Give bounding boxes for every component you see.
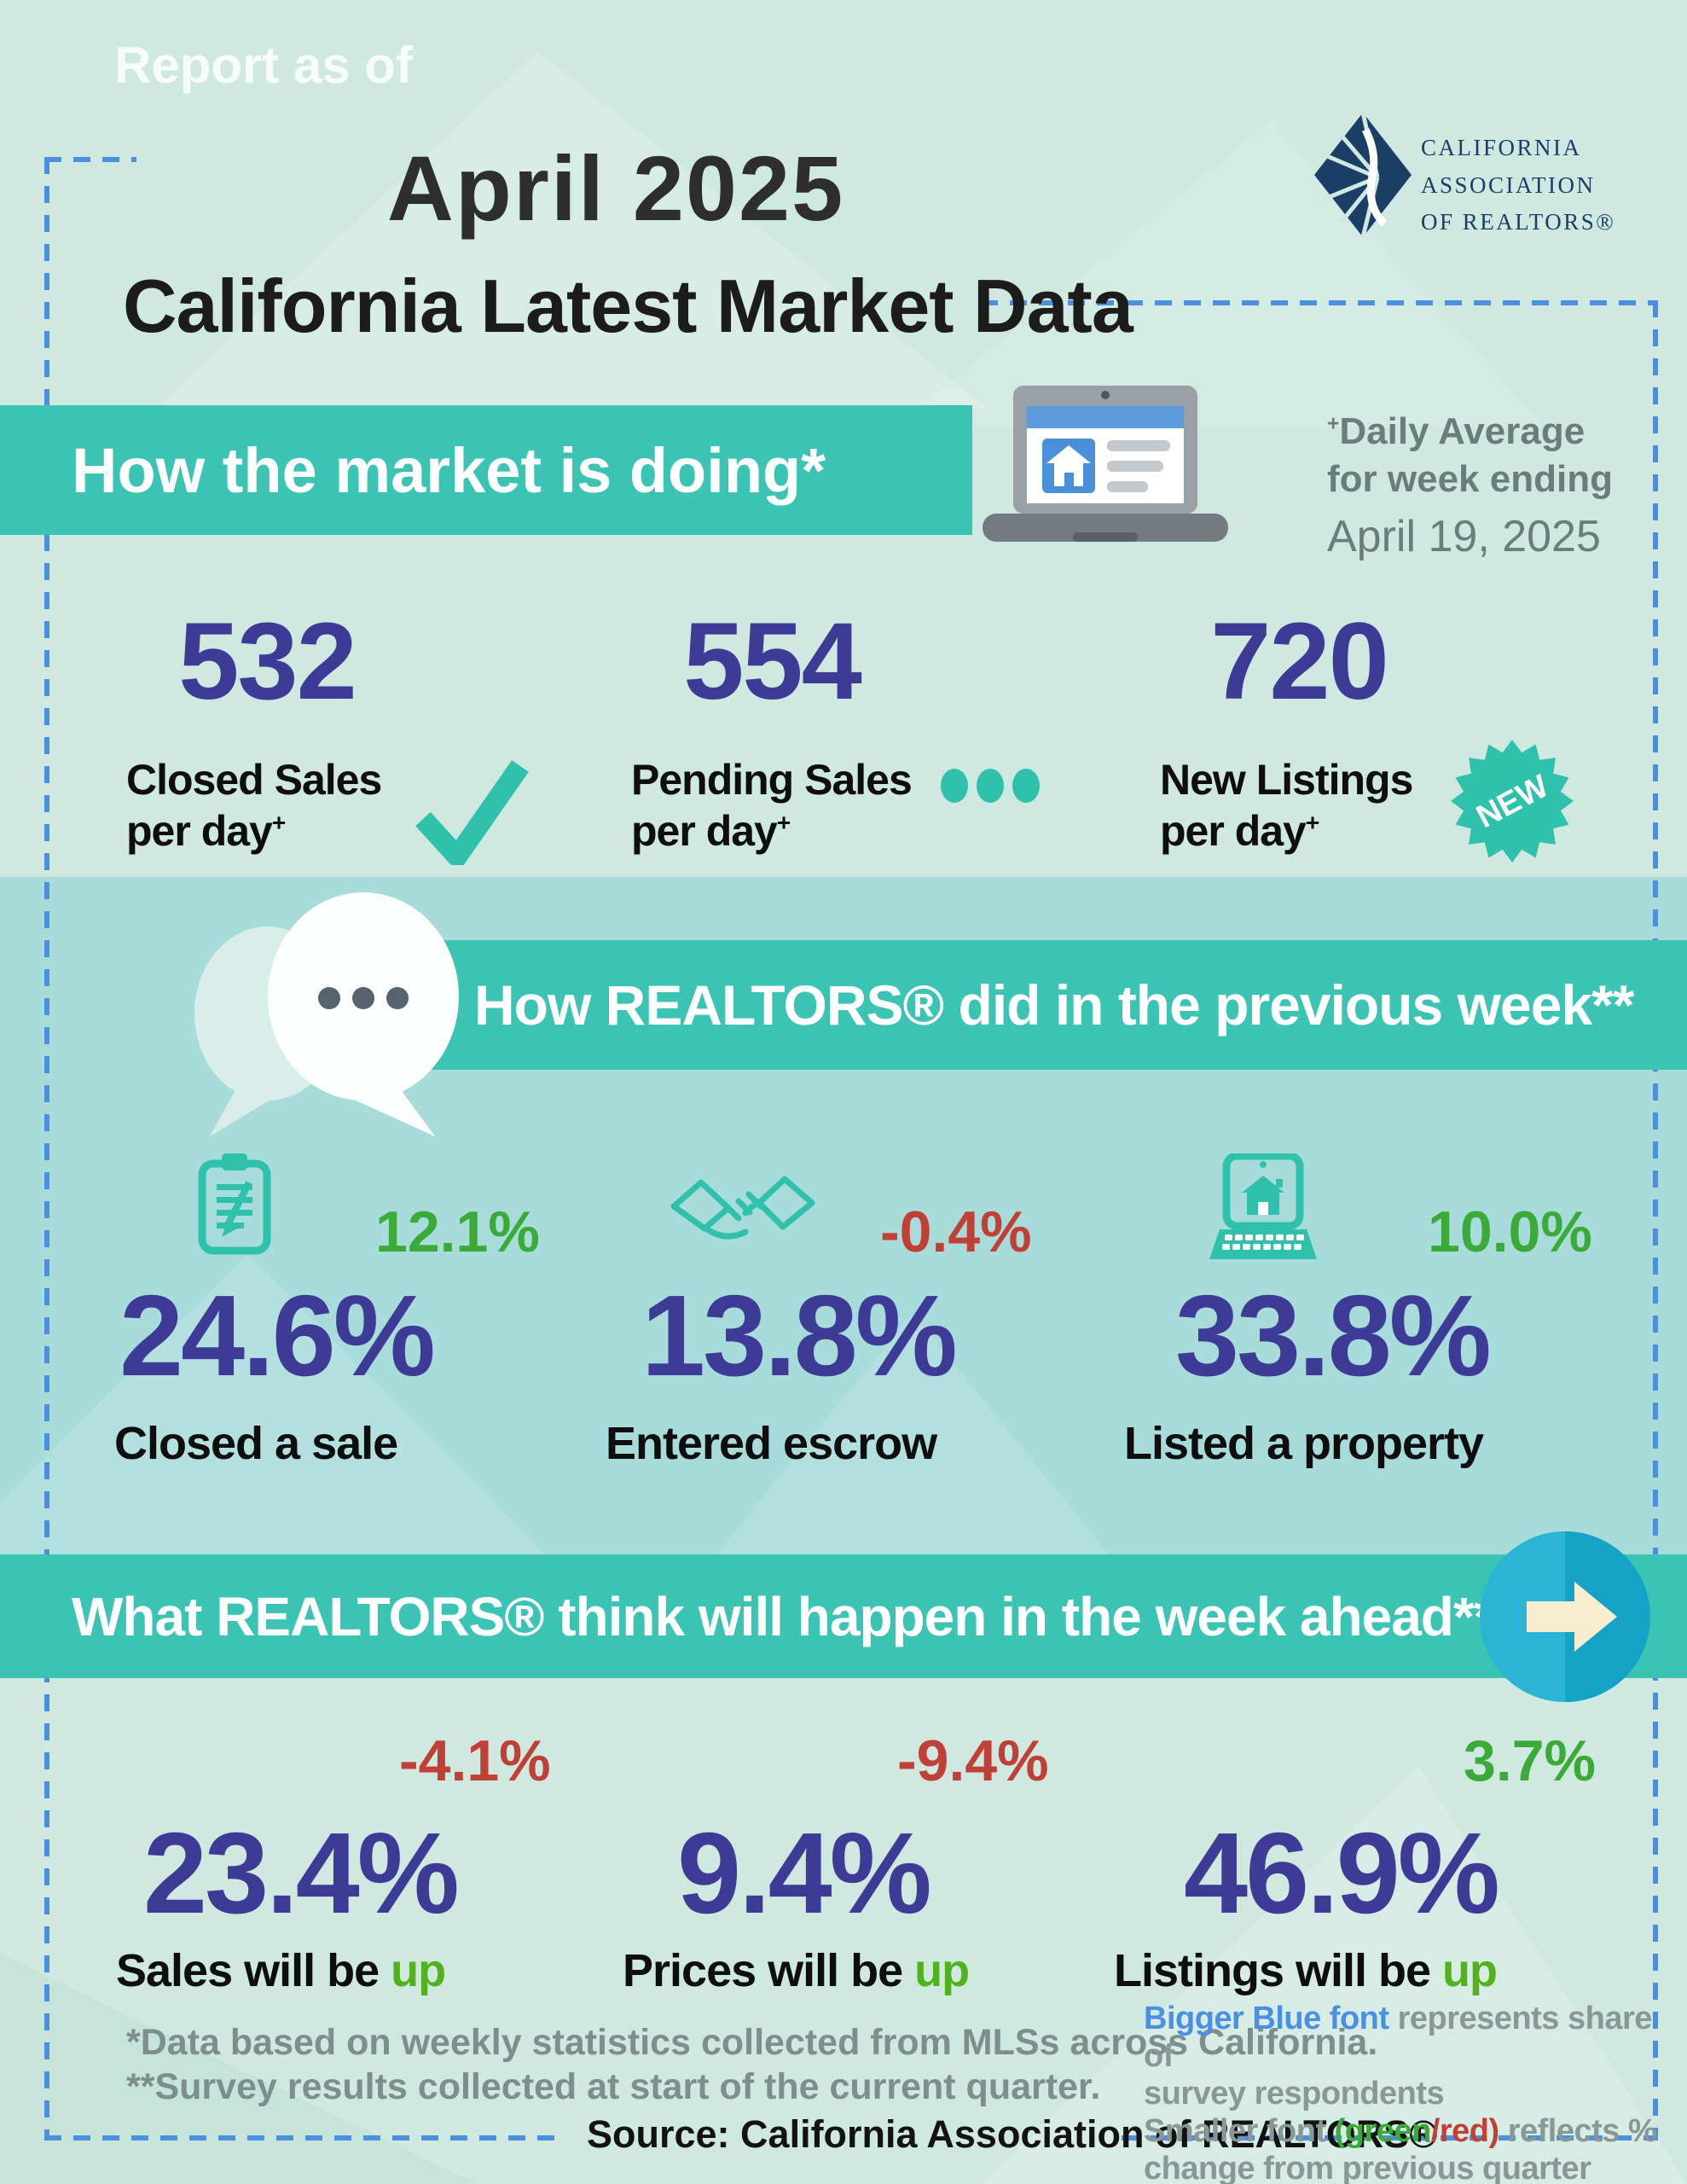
label-highlight: up <box>391 1945 446 1996</box>
legend-text: Smaller font <box>1144 2113 1335 2150</box>
dashed-border-bottom-left <box>44 2135 563 2140</box>
pending-sales-label: Pending Sales per day+ <box>631 754 913 857</box>
closed-sale-label: Closed a sale <box>114 1418 398 1469</box>
label-text: Sales will be <box>116 1945 391 1996</box>
dashed-border-left <box>44 157 49 2140</box>
label-line: per day <box>1160 807 1307 855</box>
logo-line: ASSOCIATION <box>1421 171 1596 198</box>
new-listings-value: 720 <box>1210 601 1389 723</box>
legend-text: survey respondents <box>1144 2076 1445 2112</box>
label-line: per day <box>631 807 778 855</box>
new-listings-label: New Listings per day+ <box>1160 754 1413 857</box>
sales-outlook-label: Sales will be up <box>116 1943 446 1999</box>
label-line: Closed Sales <box>126 756 382 804</box>
legend-block: Bigger Blue font represents share of sur… <box>1144 2000 1687 2184</box>
listed-property-label: Listed a property <box>1124 1418 1484 1469</box>
prices-outlook-label: Prices will be up <box>623 1943 970 1999</box>
legend-text: represents share of <box>1144 2001 1652 2075</box>
dashed-border-top-right <box>981 300 1653 305</box>
handshake-icon <box>670 1176 815 1240</box>
month-title: April 2025 <box>386 136 845 240</box>
daily-average-line2: for week ending <box>1327 458 1613 501</box>
car-logo-icon <box>1314 112 1412 238</box>
legend-green-text: (green <box>1334 2113 1432 2150</box>
legend-text: change from previous quarter <box>1144 2151 1591 2184</box>
car-logo-wordmark: CALIFORNIA ASSOCIATION OF REALTORS® <box>1421 130 1615 241</box>
realtors-section-banner: How REALTORS® did in the previous week** <box>401 940 1687 1070</box>
outlook-banner-label: What REALTORS® think will happen in the … <box>72 1585 1495 1647</box>
dashed-border-top-left-stub <box>44 157 136 162</box>
listings-outlook-change: 3.7% <box>1464 1728 1596 1793</box>
pending-sales-value: 554 <box>683 601 862 723</box>
market-section-banner: How the market is doing* <box>0 405 972 535</box>
listed-property-value: 33.8% <box>1175 1271 1492 1400</box>
logo-line: CALIFORNIA <box>1421 135 1582 160</box>
label-text: Listings will be <box>1114 1945 1443 1996</box>
realtors-banner-label: How REALTORS® did in the previous week** <box>474 973 1634 1037</box>
laptop-house-icon <box>1209 1153 1317 1259</box>
listings-outlook-label: Listings will be up <box>1114 1943 1498 1999</box>
listings-outlook-value: 46.9% <box>1184 1809 1500 1937</box>
label-line: New Listings <box>1160 756 1413 804</box>
legend-text: reflects % <box>1499 2113 1657 2150</box>
new-badge-icon: NEW <box>1451 740 1574 863</box>
ellipsis-dots-icon <box>941 769 1040 803</box>
legend-blue-text: Bigger Blue font <box>1144 2001 1389 2036</box>
dashed-border-right <box>1653 300 1658 2140</box>
closed-sales-label: Closed Sales per day+ <box>126 754 382 857</box>
entered-escrow-label: Entered escrow <box>606 1418 937 1469</box>
arrow-circle-icon <box>1480 1531 1650 1702</box>
daily-average-date: April 19, 2025 <box>1327 512 1601 561</box>
speech-bubbles-icon <box>194 892 459 1136</box>
daily-average-sup: + <box>1327 412 1340 436</box>
label-highlight: up <box>1442 1945 1498 1996</box>
prices-outlook-value: 9.4% <box>677 1809 932 1937</box>
label-highlight: up <box>914 1945 970 1996</box>
sales-outlook-value: 23.4% <box>143 1809 460 1937</box>
footnote-2: **Survey results collected at start of t… <box>126 2066 1101 2107</box>
daily-average-note: +Daily Average for week ending <box>1327 408 1613 504</box>
dashed-border-bottom-right <box>1122 2135 1653 2140</box>
laptop-icon <box>983 386 1228 542</box>
logo-line: OF REALTORS® <box>1421 209 1616 235</box>
market-banner-label: How the market is doing* <box>72 434 826 506</box>
clipboard-icon <box>198 1153 271 1255</box>
page-title: California Latest Market Data <box>123 264 1133 348</box>
entered-escrow-value: 13.8% <box>641 1271 958 1400</box>
checkmark-icon <box>415 760 529 865</box>
plus-sup: + <box>1305 809 1319 836</box>
label-line: per day <box>126 807 273 855</box>
sales-outlook-change: -4.1% <box>399 1728 551 1793</box>
listed-property-change: 10.0% <box>1428 1199 1592 1264</box>
daily-average-line1: Daily Average <box>1339 410 1586 452</box>
closed-sale-change: 12.1% <box>375 1199 540 1264</box>
plus-sup: + <box>776 809 791 836</box>
closed-sales-value: 532 <box>178 601 357 723</box>
label-line: Pending Sales <box>631 756 913 804</box>
legend-red-text: /red) <box>1430 2113 1499 2150</box>
entered-escrow-change: -0.4% <box>880 1199 1032 1264</box>
prices-outlook-change: -9.4% <box>897 1728 1049 1793</box>
closed-sale-value: 24.6% <box>119 1271 436 1400</box>
report-as-of-label: Report as of <box>114 37 414 94</box>
label-text: Prices will be <box>623 1945 915 1996</box>
source-line: Source: California Association of REALTO… <box>587 2112 1438 2156</box>
outlook-section-banner: What REALTORS® think will happen in the … <box>0 1554 1687 1678</box>
plus-sup: + <box>271 809 286 836</box>
